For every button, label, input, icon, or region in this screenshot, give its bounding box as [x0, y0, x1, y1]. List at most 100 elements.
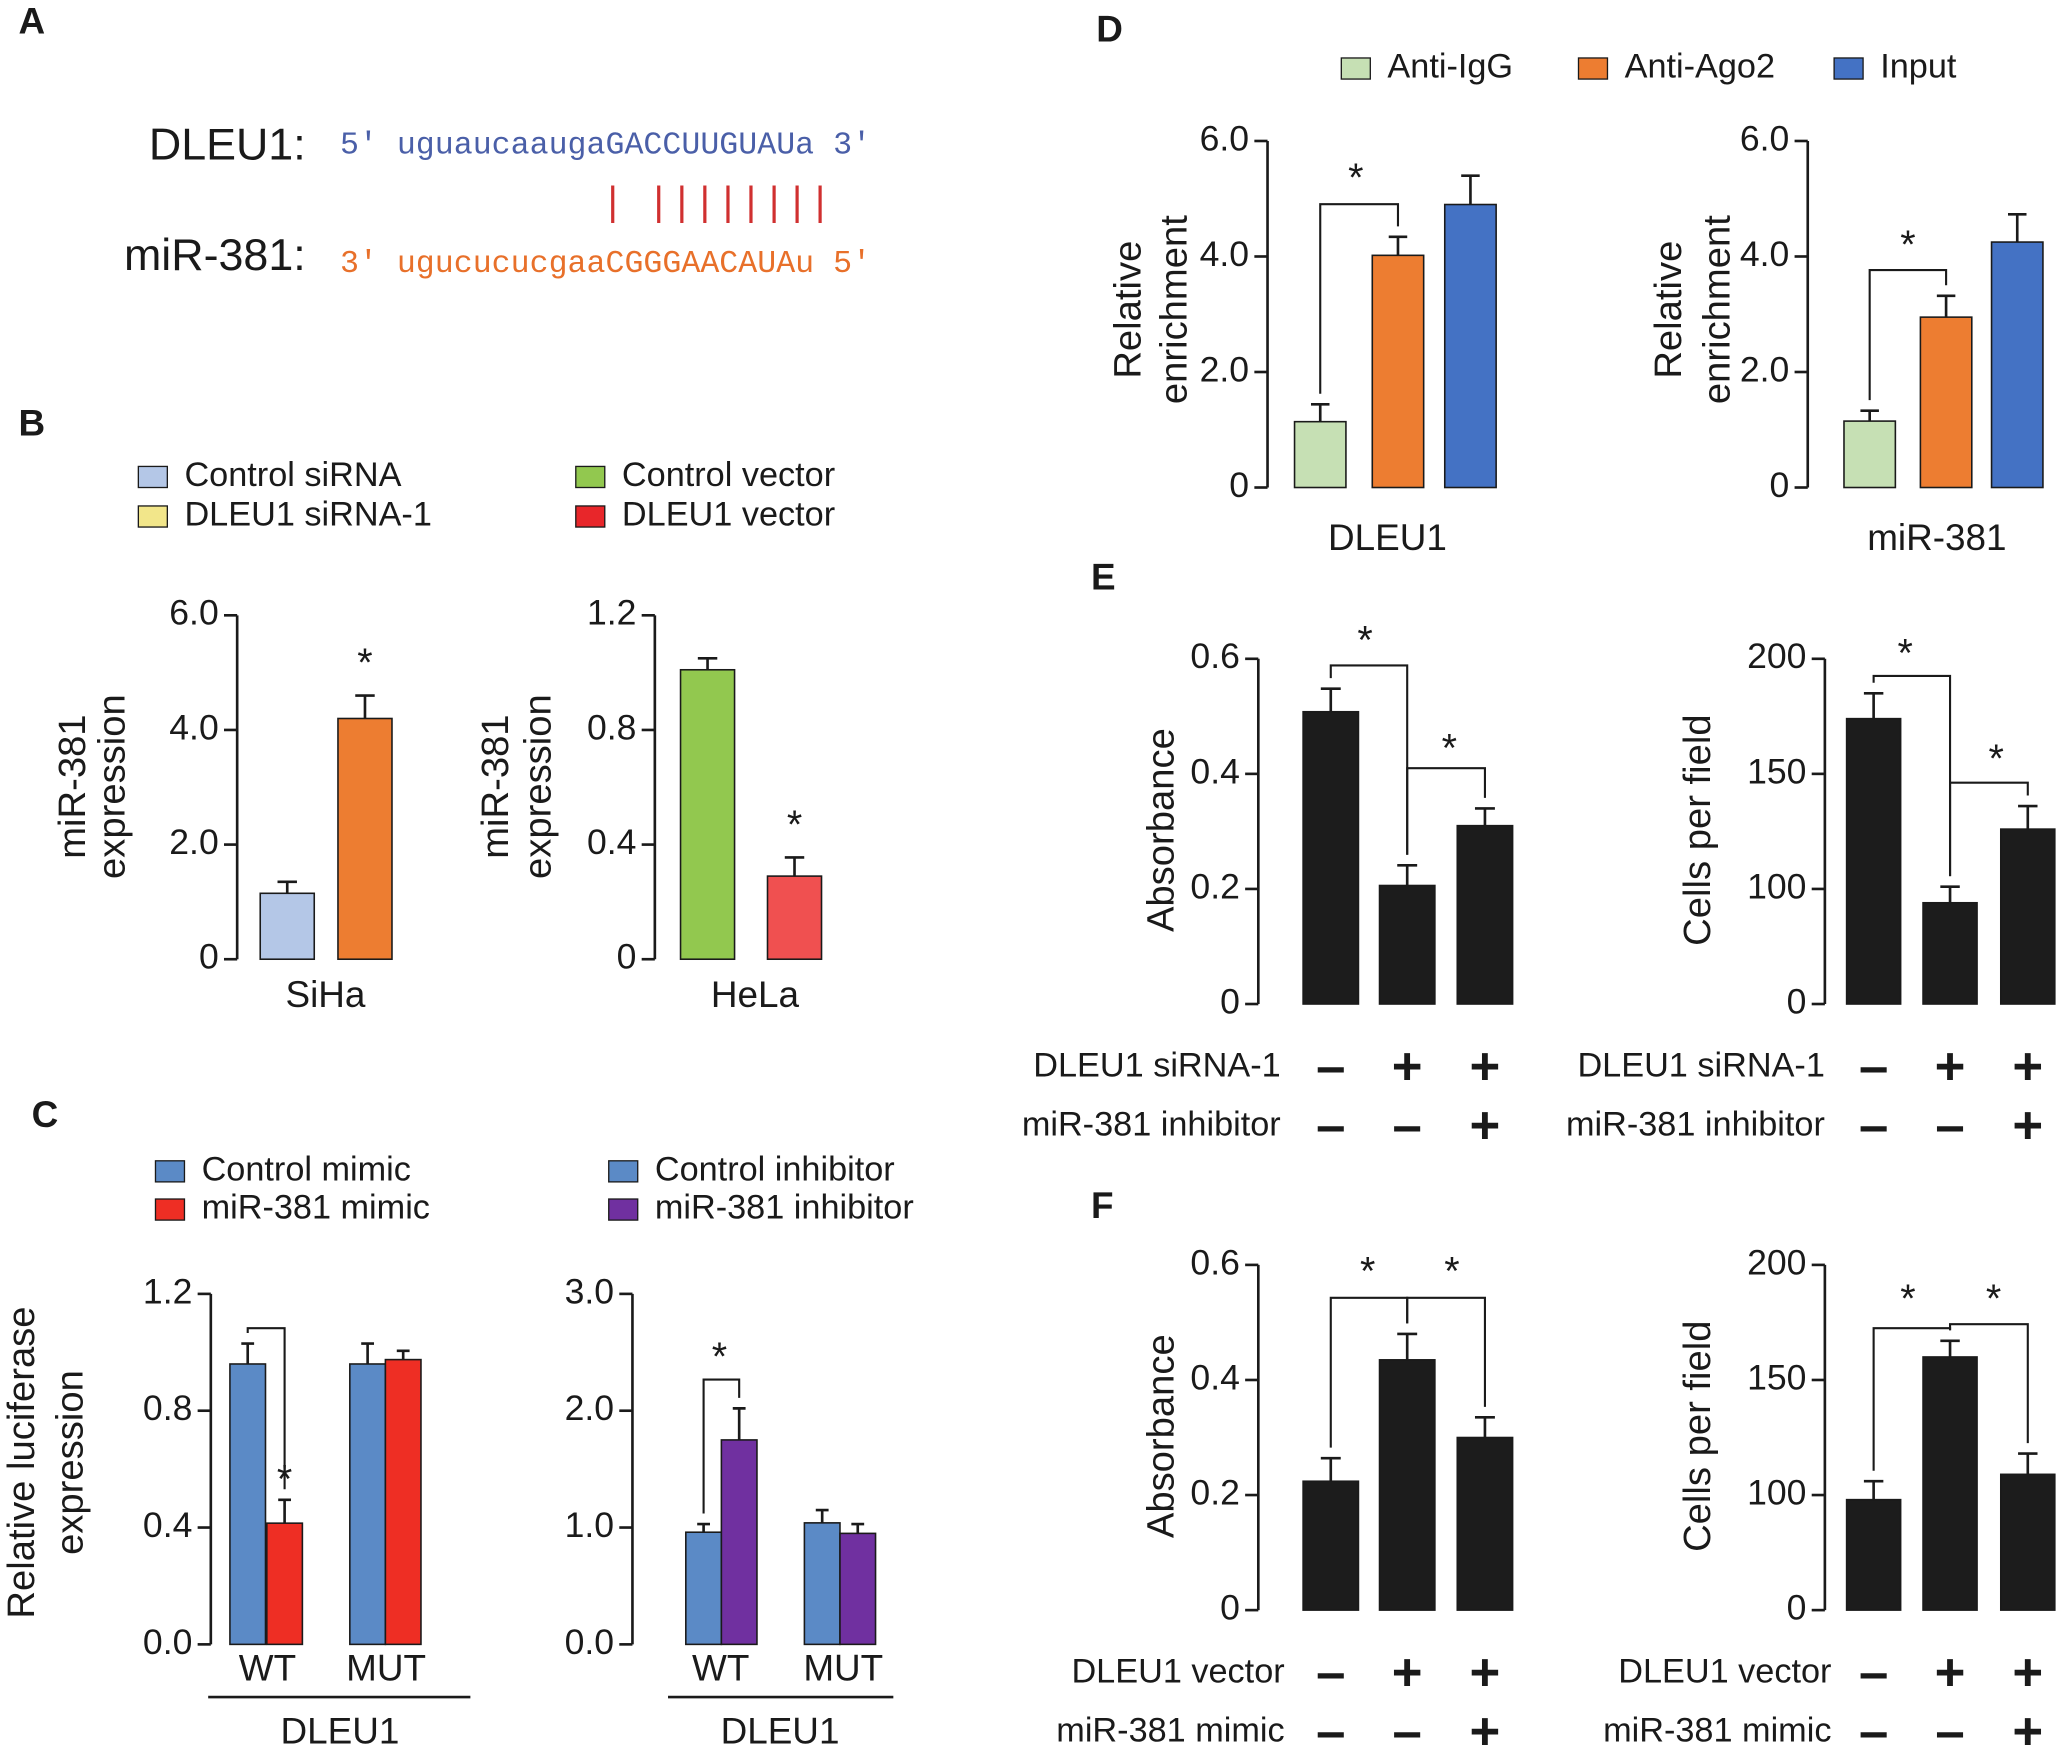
y-tick-label: 0 — [1229, 465, 1249, 505]
bar — [1845, 1498, 1902, 1611]
significance-bracket — [1868, 269, 1948, 401]
condition-sign: + — [1470, 1702, 1501, 1759]
condition-label: DLEU1 vector — [1618, 1652, 1831, 1690]
legend-label: Anti-Ago2 — [1625, 48, 1775, 86]
significance-bracket — [1872, 674, 1952, 877]
y-tick-label: 0.8 — [587, 707, 636, 747]
legend-swatch — [1340, 57, 1371, 80]
y-tick-label: 0.2 — [1190, 1472, 1239, 1512]
condition-label: miR-381 inhibitor — [1566, 1106, 1825, 1144]
legend-swatch — [575, 465, 606, 489]
condition-label: DLEU1 siRNA-1 — [1577, 1046, 1824, 1084]
error-bar — [1320, 1456, 1341, 1482]
significance-star: * — [1988, 737, 2003, 781]
y-tick-label: 0.4 — [1190, 751, 1239, 791]
y-tick-label: 0.2 — [1190, 866, 1239, 906]
y-axis-label: expression — [49, 1370, 92, 1555]
condition-label: DLEU1 vector — [1071, 1652, 1284, 1690]
panel-label: A — [18, 0, 45, 41]
significance-star: * — [1900, 223, 1915, 267]
y-tick-label: 0.0 — [143, 1622, 192, 1662]
error-bar — [784, 856, 805, 877]
condition-sign: + — [1470, 1643, 1501, 1702]
significance-bracket — [1319, 203, 1400, 394]
sequence: 3' ugucucucgaaCGGGAACAUAu 5' — [340, 247, 871, 282]
y-axis-label: Relative — [1107, 241, 1150, 379]
bar — [384, 1358, 422, 1646]
bar — [679, 668, 736, 961]
panel-label: B — [18, 402, 45, 443]
y-tick-label: 0.0 — [565, 1622, 614, 1662]
x-tick-label: WT — [239, 1647, 296, 1688]
legend-label: miR-381 mimic — [202, 1189, 430, 1227]
significance-star: * — [712, 1335, 727, 1379]
bar — [1843, 420, 1897, 489]
x-tick-label: MUT — [803, 1647, 883, 1688]
error-bar — [361, 1342, 375, 1364]
legend-label: Control mimic — [202, 1150, 411, 1188]
error-bar — [851, 1522, 865, 1534]
significance-bracket — [702, 1378, 741, 1514]
y-tick-label: 4.0 — [1200, 234, 1249, 274]
legend-swatch — [608, 1160, 639, 1183]
y-tick-label: 200 — [1747, 636, 1806, 676]
condition-sign: – — [1316, 1037, 1345, 1096]
condition-sign: – — [1316, 1702, 1345, 1759]
y-tick-label: 0 — [617, 937, 637, 977]
bar — [1443, 203, 1497, 489]
significance-star: * — [1898, 632, 1913, 676]
legend-label: Input — [1880, 48, 1957, 86]
y-tick-label: 4.0 — [1740, 234, 1789, 274]
y-axis-label: miR-381 — [51, 714, 94, 858]
significance-bracket — [1948, 1323, 2029, 1444]
legend-swatch — [137, 505, 168, 528]
bar — [337, 717, 393, 961]
pairing: | |||||||| — [601, 182, 832, 227]
y-tick-label: 2.0 — [169, 822, 218, 862]
condition-sign: – — [1393, 1702, 1422, 1759]
y-axis-label: Cells per field — [1676, 1320, 1719, 1551]
error-bar — [1863, 1479, 1884, 1500]
group-label: DLEU1 — [721, 1711, 840, 1752]
condition-sign: – — [1935, 1096, 1964, 1155]
sequence: 5' uguaucaaugaGACCUUGUAUa 3' — [340, 128, 871, 163]
y-tick-label: 0 — [1220, 981, 1240, 1021]
significance-star: * — [277, 1458, 292, 1502]
significance-star: * — [1360, 1250, 1375, 1294]
significance-star: * — [1357, 618, 1372, 662]
y-tick-label: 0 — [199, 937, 219, 977]
condition-label: miR-381 mimic — [1603, 1712, 1831, 1750]
bar — [720, 1439, 758, 1646]
bar — [685, 1531, 723, 1646]
panel-label: D — [1096, 8, 1123, 49]
error-bar — [278, 1498, 292, 1524]
y-tick-label: 150 — [1747, 751, 1806, 791]
legend-swatch — [137, 465, 168, 489]
y-tick-label: 2.0 — [565, 1388, 614, 1428]
significance-star: * — [1986, 1277, 2001, 1321]
condition-sign: – — [1393, 1096, 1422, 1155]
bar — [229, 1363, 267, 1646]
y-tick-label: 0 — [1220, 1588, 1240, 1628]
bar — [1378, 884, 1436, 1005]
condition-sign: + — [1470, 1037, 1501, 1096]
legend-swatch — [608, 1198, 639, 1221]
error-bar — [1474, 1416, 1495, 1438]
bar — [259, 892, 316, 961]
y-axis-label: Absorbance — [1140, 1334, 1183, 1538]
x-tick-label: SiHa — [285, 974, 365, 1015]
y-axis-label: enrichment — [1696, 215, 1739, 404]
y-tick-label: 6.0 — [1200, 118, 1249, 158]
y-tick-label: 6.0 — [169, 593, 218, 633]
error-bar — [1936, 294, 1956, 318]
group-label: DLEU1 — [281, 1711, 400, 1752]
y-tick-label: 0.6 — [1190, 636, 1239, 676]
error-bar — [1461, 174, 1480, 205]
significance-bracket — [1948, 781, 2029, 877]
y-tick-label: 0 — [1787, 981, 1807, 1021]
y-tick-label: 0 — [1770, 465, 1790, 505]
y-axis-label: Relative luciferase — [0, 1306, 43, 1618]
condition-sign: – — [1935, 1702, 1964, 1759]
condition-sign: + — [1935, 1643, 1966, 1702]
